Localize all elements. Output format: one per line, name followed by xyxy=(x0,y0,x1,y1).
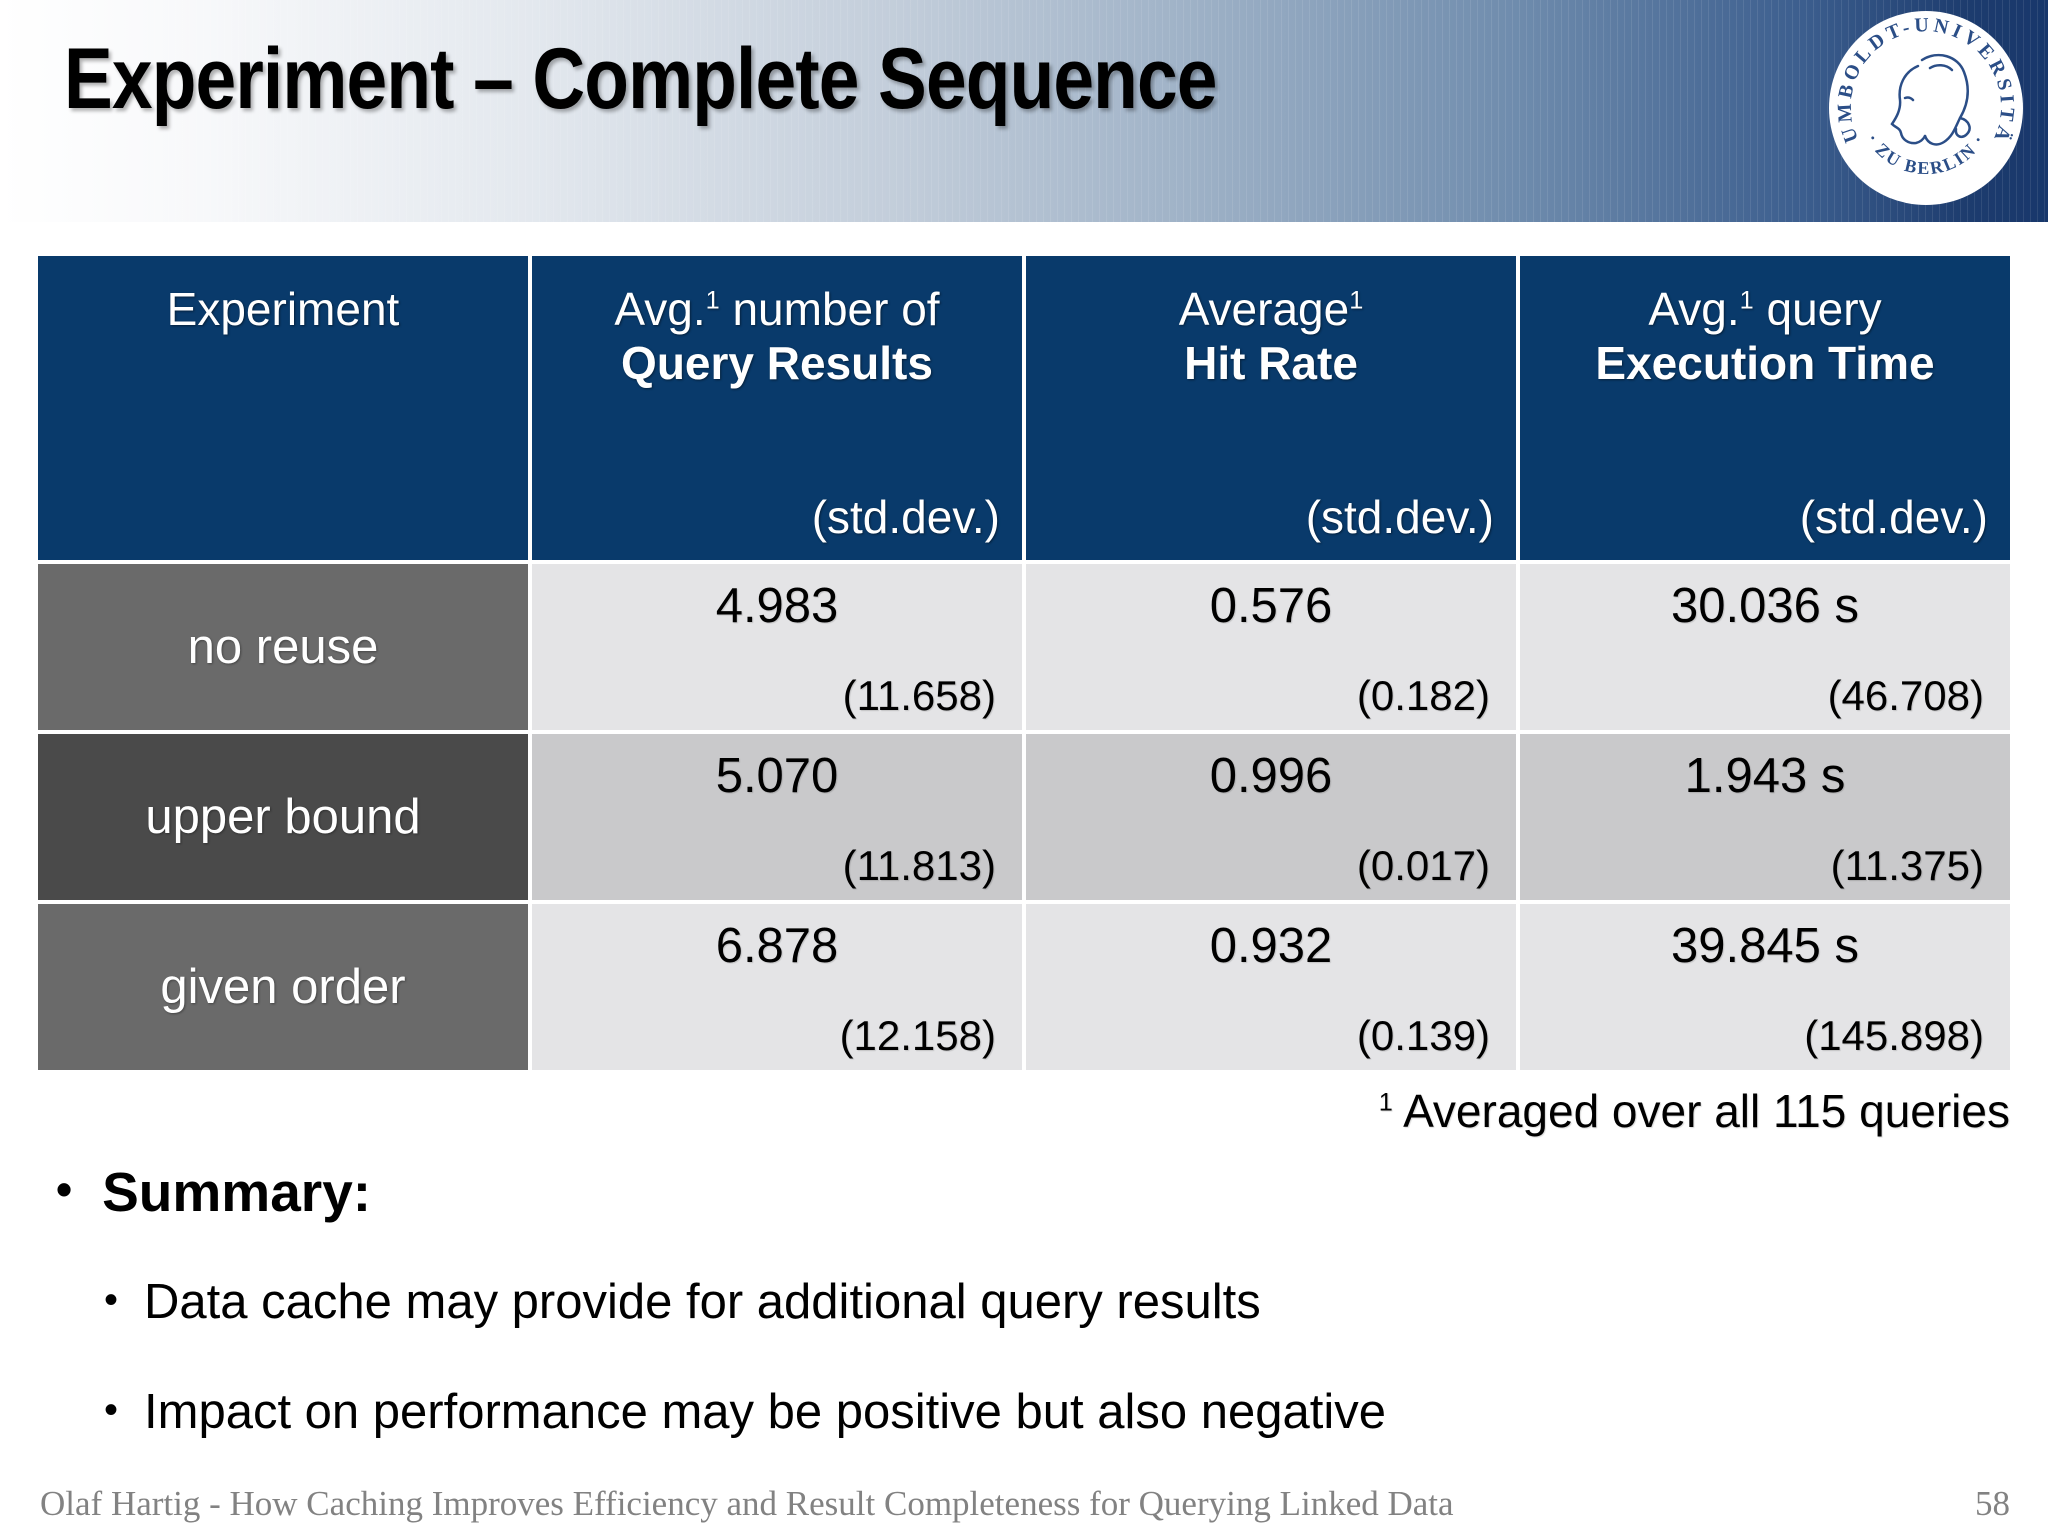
bullet-dot-icon: • xyxy=(104,1388,119,1432)
data-cell: 30.036 s (46.708) xyxy=(1520,564,2010,730)
summary-bullet-text: Impact on performance may be positive bu… xyxy=(144,1385,1387,1439)
table-footnote: 1 Averaged over all 115 queries xyxy=(1379,1084,2010,1138)
header-line2: Execution Time xyxy=(1595,337,1935,390)
cell-value: 0.576 xyxy=(1209,579,1333,633)
cell-value: 4.983 xyxy=(715,579,839,633)
summary-bullet: • Data cache may provide for additional q… xyxy=(104,1274,1261,1330)
header-line2: Hit Rate xyxy=(1184,337,1358,390)
seal-circle xyxy=(1829,11,2023,205)
cell-value: 1.943 s xyxy=(1684,749,1846,803)
bullet-dot-icon: • xyxy=(104,1278,119,1322)
summary-bullet-text: Data cache may provide for additional qu… xyxy=(144,1275,1261,1329)
title-banner xyxy=(0,0,2048,222)
summary-heading-label: Summary: xyxy=(102,1161,372,1223)
humboldt-profiles-illustration xyxy=(1890,53,1971,146)
page-number: 58 xyxy=(1975,1484,2010,1523)
bullet-dot-icon: • xyxy=(56,1163,73,1215)
data-cell: 4.983 (11.658) xyxy=(532,564,1022,730)
cell-value: 0.996 xyxy=(1209,749,1333,803)
header-cell-execution-time: Avg.1 query Execution Time (std.dev.) xyxy=(1520,256,2010,560)
header-cell-hit-rate: Average1 Hit Rate (std.dev.) xyxy=(1026,256,1516,560)
data-cell: 6.878 (12.158) xyxy=(532,904,1022,1070)
cell-stddev: (145.898) xyxy=(1804,1012,1984,1059)
cell-stddev: (0.139) xyxy=(1356,1012,1490,1059)
data-cell: 0.576 (0.182) xyxy=(1026,564,1516,730)
cell-value: 5.070 xyxy=(715,749,839,803)
data-cell: 1.943 s (11.375) xyxy=(1520,734,2010,900)
footnote-marker: 1 xyxy=(1739,286,1754,315)
slide-title: Experiment – Complete Sequence xyxy=(64,31,1217,127)
cell-stddev: (46.708) xyxy=(1827,672,1984,719)
footnote-marker: 1 xyxy=(1349,286,1364,315)
cell-value: 0.932 xyxy=(1209,919,1333,973)
results-table: Experiment Avg.1 number of Query Results… xyxy=(38,256,2010,1070)
cell-stddev: (11.375) xyxy=(1830,842,1984,889)
summary-heading: • Summary: xyxy=(56,1160,371,1224)
cell-stddev: (11.658) xyxy=(842,672,996,719)
header-line1: Avg.1 query xyxy=(1648,283,1882,335)
data-cell: 0.996 (0.017) xyxy=(1026,734,1516,900)
header-cell-query-results: Avg.1 number of Query Results (std.dev.) xyxy=(532,256,1022,560)
data-cell: 0.932 (0.139) xyxy=(1026,904,1516,1070)
cell-value: 39.845 s xyxy=(1671,919,1859,973)
cell-stddev: (0.017) xyxy=(1356,842,1490,889)
header-cell-experiment: Experiment xyxy=(38,256,528,560)
header-line1: Avg.1 number of xyxy=(614,283,940,335)
humboldt-university-seal-icon: HUMBOLDT-UNIVERSITÄT · ZU BERLIN · xyxy=(1826,8,2023,205)
cell-stddev: (0.182) xyxy=(1356,672,1490,719)
footnote-marker: 1 xyxy=(1378,1088,1393,1117)
stddev-label: (std.dev.) xyxy=(811,491,1000,543)
cell-value: 6.878 xyxy=(715,919,839,973)
footer-credit: Olaf Hartig - How Caching Improves Effic… xyxy=(40,1484,1454,1523)
summary-bullet: • Impact on performance may be positive b… xyxy=(104,1384,1386,1440)
cell-stddev: (11.813) xyxy=(842,842,996,889)
row-label-cell: given order xyxy=(38,904,528,1070)
header-line1: Average1 xyxy=(1178,283,1364,335)
header-line2: Query Results xyxy=(621,337,933,390)
cell-stddev: (12.158) xyxy=(839,1012,996,1059)
row-label-cell: upper bound xyxy=(38,734,528,900)
row-label-cell: no reuse xyxy=(38,564,528,730)
stddev-label: (std.dev.) xyxy=(1799,491,1988,543)
cell-value: 30.036 s xyxy=(1671,579,1859,633)
header-label: Experiment xyxy=(166,283,400,335)
data-cell: 39.845 s (145.898) xyxy=(1520,904,2010,1070)
footnote-marker: 1 xyxy=(705,286,720,315)
stddev-label: (std.dev.) xyxy=(1305,491,1494,543)
data-cell: 5.070 (11.813) xyxy=(532,734,1022,900)
footnote-text: Averaged over all 115 queries xyxy=(1392,1085,2010,1137)
